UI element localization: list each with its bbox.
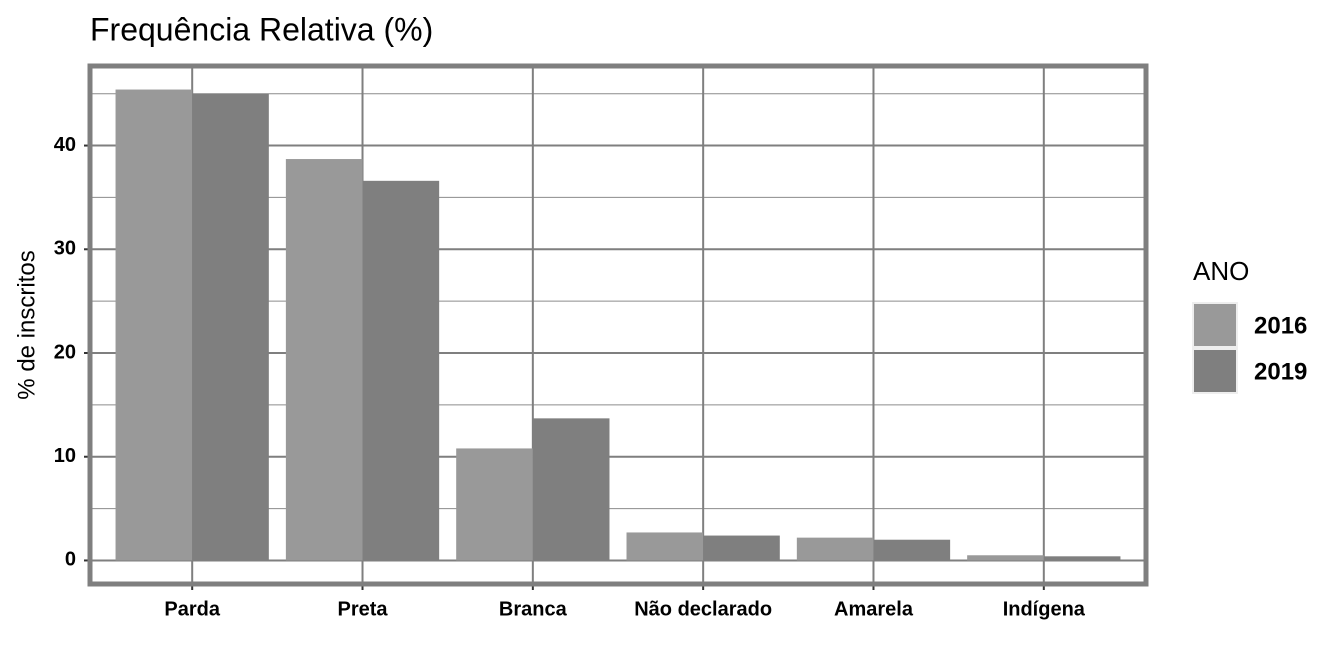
legend-key [1192,348,1238,394]
y-tick-label: 30 [54,238,76,260]
panel-border [87,63,1149,587]
x-tick-label: Amarela [834,598,914,620]
bar [703,535,780,561]
bar [873,539,951,561]
x-tick-label: Indígena [1003,598,1086,620]
bar [1043,556,1121,561]
legend-key [1192,302,1238,348]
bar [532,418,610,561]
legend-label: 2016 [1254,312,1307,339]
bar [362,180,440,561]
chart-title: Frequência Relativa (%) [90,11,433,47]
bar [456,448,533,561]
legend-title: ANO [1193,256,1249,286]
x-tick-label: Parda [164,598,220,620]
bar [796,537,874,561]
x-tick-label: Preta [338,598,389,620]
bar [115,89,193,561]
y-tick-label: 0 [65,549,76,571]
bar [192,93,269,561]
y-tick-label: 40 [54,134,76,156]
y-axis-label: % de inscritos [13,250,40,399]
legend-label: 2019 [1254,358,1307,385]
bar [626,532,704,561]
y-tick-label: 10 [54,445,76,467]
bar [285,159,363,561]
bar [967,555,1044,561]
y-tick-label: 20 [54,341,76,363]
x-tick-label: Não declarado [634,598,772,620]
x-tick-label: Branca [499,598,568,620]
